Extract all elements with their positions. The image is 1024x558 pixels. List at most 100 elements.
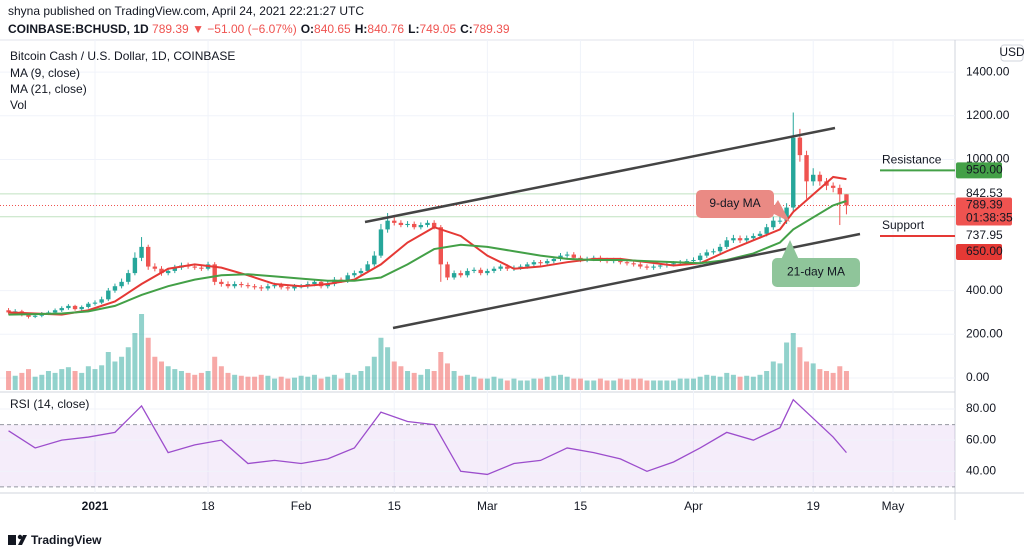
candle-body <box>212 264 217 282</box>
candle-body <box>79 306 84 310</box>
candle-body <box>545 261 550 264</box>
volume-bar <box>265 375 271 390</box>
ohlc-name: C: <box>460 22 473 36</box>
volume-bar <box>285 378 291 390</box>
candle-body <box>292 286 297 289</box>
ohlc-value: 789.39 <box>473 22 510 36</box>
candle-body <box>425 222 430 226</box>
annotation-box <box>772 258 860 287</box>
y-tick-label: 200.00 <box>966 326 1003 340</box>
volume-bar <box>644 380 650 390</box>
candle-body <box>385 220 390 230</box>
x-tick-label: May <box>882 499 905 513</box>
volume-bar <box>338 378 344 390</box>
annotation-box <box>696 190 774 218</box>
level-box <box>956 162 1002 179</box>
candle-body <box>165 270 171 274</box>
candle-body <box>531 262 537 265</box>
candle-body <box>26 314 31 317</box>
volume-bar <box>750 376 756 390</box>
volume-bar <box>617 378 623 390</box>
volume-bar <box>784 342 790 390</box>
volume-bar <box>85 366 91 390</box>
candle-body <box>564 254 570 256</box>
volume-bar <box>252 376 258 390</box>
candle-body <box>365 264 370 271</box>
volume-bar <box>704 374 710 390</box>
volume-bar <box>597 378 603 390</box>
candle-body <box>525 264 530 267</box>
volume-bar <box>684 378 690 390</box>
candle-body <box>658 265 663 267</box>
volume-bar <box>59 369 65 390</box>
candle-body <box>451 273 457 278</box>
candle-body <box>431 222 437 228</box>
volume-bar <box>172 369 178 390</box>
x-tick-label: 2021 <box>82 499 109 513</box>
volume-bar <box>411 372 417 390</box>
volume-bar <box>671 380 677 390</box>
currency-box <box>1000 44 1024 62</box>
volume-bar <box>717 376 723 390</box>
volume-bar <box>830 372 836 390</box>
volume-bar <box>491 376 497 390</box>
candle-body <box>199 267 204 269</box>
volume-bar <box>52 372 58 390</box>
level-label: 950.00 <box>966 163 1003 177</box>
volume-bar <box>824 371 829 390</box>
candle-body <box>239 284 244 286</box>
last-price-box <box>956 197 1012 226</box>
volume-bar <box>125 347 131 390</box>
price-label: 842.53 <box>966 186 1003 200</box>
candle-body <box>159 268 164 274</box>
volume-bar <box>544 376 550 390</box>
volume-bar <box>311 374 317 390</box>
volume-bar <box>79 372 85 390</box>
candle-body <box>92 302 98 304</box>
volume-bar <box>391 361 397 390</box>
volume-bar <box>518 380 524 390</box>
volume-bar <box>318 378 324 390</box>
volume-bar <box>245 376 251 390</box>
candle-body <box>112 286 118 291</box>
volume-bar <box>724 372 730 390</box>
volume-bar <box>730 374 736 390</box>
candle-body <box>345 275 350 281</box>
candle-body <box>86 303 91 307</box>
volume-bar <box>12 375 18 390</box>
volume-bar <box>558 374 563 390</box>
volume-bar <box>744 375 750 390</box>
symbol-line: COINBASE:BCHUSD, 1D 789.39 ▼ −51.00 (−6.… <box>8 22 510 36</box>
countdown: 01:38:35 <box>966 211 1013 225</box>
trend-line-lower <box>392 232 861 330</box>
volume-bar <box>192 374 198 390</box>
volume-bar <box>524 380 530 390</box>
volume-bar <box>6 371 12 390</box>
volume-bar <box>624 379 630 390</box>
ma-line <box>8 175 847 316</box>
volume-bar <box>431 371 437 390</box>
x-tick-label: 15 <box>574 499 588 513</box>
volume-bar <box>99 365 105 390</box>
candle-body <box>764 227 769 234</box>
volume-bar <box>385 347 391 390</box>
volume-bar <box>710 375 716 390</box>
volume-bar <box>132 333 138 390</box>
candle-body <box>72 305 78 310</box>
candle-body <box>737 238 743 241</box>
volume-bar <box>26 369 31 390</box>
volume-bar <box>571 378 577 390</box>
y-tick-label: 1000.00 <box>966 152 1010 166</box>
volume-bar <box>371 356 377 390</box>
candle-body <box>638 264 643 267</box>
volume-bar <box>185 372 191 390</box>
ohlc-name: H: <box>355 22 368 36</box>
candle-body <box>219 281 224 285</box>
rsi-tick-label: 60.00 <box>966 432 996 446</box>
candle-body <box>837 187 842 195</box>
volume-bar <box>398 366 404 390</box>
volume-bar <box>697 376 703 390</box>
volume-bar <box>464 374 470 390</box>
